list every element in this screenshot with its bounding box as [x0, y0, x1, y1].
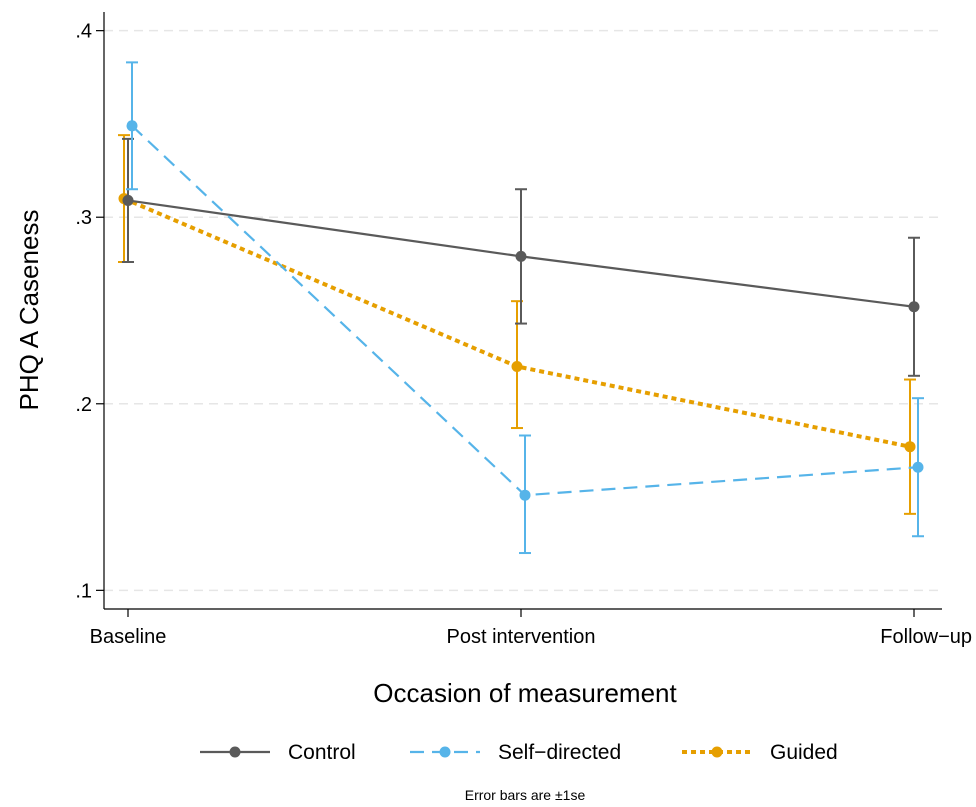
x-axis-title: Occasion of measurement	[373, 678, 677, 708]
point-1-1	[519, 489, 531, 501]
point-0-1	[515, 250, 527, 262]
x-tick-label-2: Follow−up	[880, 626, 972, 648]
legend-label-1: Self−directed	[498, 741, 621, 764]
legend-label-2: Guided	[770, 741, 838, 764]
gridlines	[104, 29, 942, 592]
series-0	[122, 137, 920, 377]
x-tick-label-0: Baseline	[90, 626, 167, 648]
x-tick-label-1: Post intervention	[447, 626, 596, 648]
point-0-0	[122, 194, 134, 206]
series-layer	[118, 61, 924, 555]
point-1-2	[912, 461, 924, 473]
point-0-2	[908, 301, 920, 313]
point-2-2	[904, 441, 916, 453]
y-tick-label-2: .3	[75, 207, 92, 229]
legend-item-1: Self−directed	[410, 741, 621, 764]
y-tick-label-0: .1	[75, 580, 92, 602]
legend-marker-1	[439, 746, 451, 758]
point-2-1	[511, 360, 523, 372]
legend: Control Self−directed Guided	[200, 741, 838, 764]
legend-marker-0	[229, 746, 241, 758]
error-bar-note: Error bars are ±1se	[465, 787, 586, 803]
series-2	[118, 134, 916, 515]
series-1	[126, 61, 924, 555]
y-axis-title: PHQ A Caseness	[14, 210, 44, 411]
legend-label-0: Control	[288, 741, 356, 764]
axes: .1 .2 .3 .4 Baseline Post intervention Follow−…	[75, 12, 972, 648]
y-tick-label-3: .4	[75, 21, 92, 43]
point-1-0	[126, 120, 138, 132]
legend-marker-2	[711, 746, 723, 758]
legend-item-0: Control	[200, 741, 356, 764]
y-tick-label-1: .2	[75, 394, 92, 416]
legend-item-2: Guided	[682, 741, 838, 764]
